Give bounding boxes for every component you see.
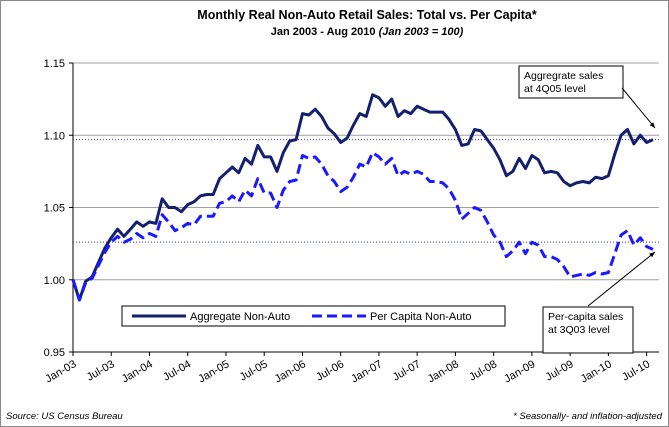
annotation-text: Aggregrate sales (524, 70, 603, 82)
y-tick-label: 1.15 (44, 58, 65, 70)
chart-title: Monthly Real Non-Auto Retail Sales: Tota… (197, 8, 537, 22)
subtitle-main: Jan 2003 - Aug 2010 (271, 26, 376, 38)
annotation-text: at 3Q03 level (548, 324, 610, 336)
annotation-box (518, 65, 624, 99)
y-tick-label: 1.10 (44, 130, 65, 142)
series-line (71, 151, 654, 302)
annotation-text: Per-capita sales (548, 311, 623, 323)
annotation-arrow (621, 87, 656, 129)
annotation-arrowhead (649, 122, 655, 128)
legend-label: Per Capita Non-Auto (370, 311, 472, 323)
annotation-text: at 4Q05 level (524, 83, 586, 95)
footnote: * Seasonally- and inflation-adjusted (513, 411, 663, 422)
legend-label: Aggregate Non-Auto (190, 311, 290, 323)
annotation-arrow (587, 251, 656, 307)
subtitle-note: (Jan 2003 = 100) (379, 26, 464, 38)
annotation-box (542, 306, 634, 354)
y-tick-label: 1.00 (44, 275, 65, 287)
source: Source: US Census Bureau (6, 411, 123, 422)
chart-subtitle: Jan 2003 - Aug 2010 (Jan 2003 = 100) (271, 26, 464, 38)
series-line (71, 93, 654, 302)
y-tick-label: 1.05 (44, 203, 65, 215)
annotation-arrowhead (649, 252, 655, 258)
y-tick-label: 0.95 (44, 347, 65, 359)
